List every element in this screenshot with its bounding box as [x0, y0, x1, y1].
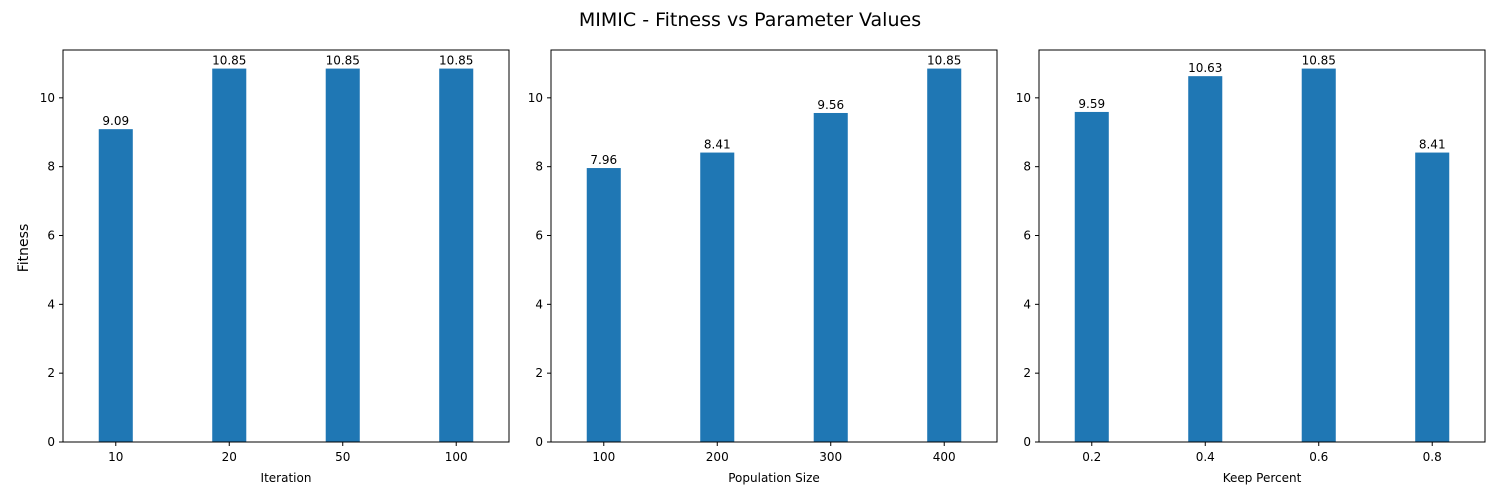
y-tick-label: 10: [40, 91, 55, 105]
bar: [325, 68, 360, 443]
bar: [212, 68, 247, 443]
figure-title: MIMIC - Fitness vs Parameter Values: [579, 9, 921, 31]
bar: [1188, 76, 1223, 442]
subplot-1: 9.09 10.85 10.85 10.85 0 2 4 6 8 10 10 20 50 100 Itera…: [40, 49, 510, 485]
bar: [700, 152, 735, 443]
x-tick-label: 50: [335, 450, 350, 464]
y-tick-label: 2: [535, 366, 543, 380]
y-tick-label: 0: [535, 435, 543, 449]
bar: [439, 68, 474, 443]
y-tick-label: 2: [47, 366, 55, 380]
x-tick-label: 10: [108, 450, 123, 464]
x-tick-label: 0.2: [1082, 450, 1101, 464]
data-label: 8.41: [704, 138, 731, 152]
bar: [813, 112, 848, 442]
data-label: 9.59: [1078, 97, 1105, 111]
data-label: 10.85: [212, 54, 246, 68]
data-label: 10.85: [927, 54, 961, 68]
x-tick-label: 0.6: [1309, 450, 1328, 464]
data-label: 9.56: [817, 98, 844, 112]
y-tick-label: 4: [535, 297, 543, 311]
x-tick-label: 0.8: [1423, 450, 1442, 464]
data-label: 8.41: [1419, 138, 1446, 152]
x-axis-label: Population Size: [728, 471, 820, 485]
x-tick-label: 20: [222, 450, 237, 464]
bar: [1415, 152, 1450, 443]
y-tick-label: 4: [47, 297, 55, 311]
y-tick-label: 8: [47, 160, 55, 174]
data-label: 10.85: [439, 54, 473, 68]
y-tick-label: 2: [1023, 366, 1031, 380]
bar: [1301, 68, 1336, 443]
data-label: 9.09: [102, 114, 129, 128]
data-label: 10.63: [1188, 61, 1222, 75]
subplot-2: 7.96 8.41 9.56 10.85 0 2 4 6 8 10 100 200 300 400 Popu…: [528, 49, 998, 485]
y-tick-label: 10: [1016, 91, 1031, 105]
y-tick-label: 6: [1023, 229, 1031, 243]
axes-frame: [550, 49, 998, 443]
y-tick-label: 10: [528, 91, 543, 105]
x-tick-label: 200: [706, 450, 729, 464]
y-tick-label: 8: [1023, 160, 1031, 174]
data-label: 7.96: [590, 153, 617, 167]
x-axis-label: Keep Percent: [1223, 471, 1302, 485]
y-tick-label: 8: [535, 160, 543, 174]
y-tick-label: 0: [1023, 435, 1031, 449]
y-tick-label: 0: [47, 435, 55, 449]
axes-frame: [62, 49, 510, 443]
x-tick-label: 400: [933, 450, 956, 464]
y-axis-label: Fitness: [16, 224, 32, 273]
bar: [98, 129, 133, 442]
y-tick-label: 4: [1023, 297, 1031, 311]
x-tick-label: 300: [819, 450, 842, 464]
y-tick-label: 6: [47, 229, 55, 243]
bar: [1074, 111, 1109, 442]
axes-frame: [1038, 49, 1486, 443]
data-label: 10.85: [326, 54, 360, 68]
x-tick-label: 100: [445, 450, 468, 464]
bar: [586, 168, 621, 442]
x-tick-label: 100: [592, 450, 615, 464]
data-label: 10.85: [1302, 54, 1336, 68]
bar: [927, 68, 962, 443]
subplot-3: 9.59 10.63 10.85 8.41 0 2 4 6 8 10 0.2 0.4 0.6 0.8 Kee…: [1016, 49, 1486, 485]
x-axis-label: Iteration: [261, 471, 312, 485]
x-tick-label: 0.4: [1196, 450, 1215, 464]
y-tick-label: 6: [535, 229, 543, 243]
